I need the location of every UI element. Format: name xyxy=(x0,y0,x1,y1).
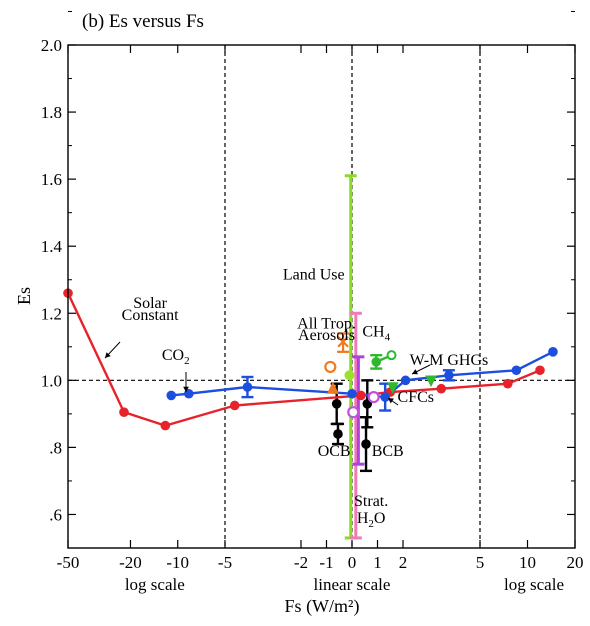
annotation: H2O xyxy=(357,510,386,530)
annotation-subscript: 2 xyxy=(184,355,190,367)
chart-title: (b) Es versus Fs xyxy=(82,11,204,32)
annotation-text: W-M GHGs xyxy=(410,352,489,369)
axes: .6.81.01.21.41.61.82.0-50 -20 -10 -5 -2 -1 0 1 2… xyxy=(41,10,584,594)
annotation: CH4 xyxy=(362,324,390,344)
x-tick-label: -10 xyxy=(166,553,189,572)
annotation-text: Constant xyxy=(122,307,179,324)
arrow-co2-head xyxy=(183,386,189,392)
data-point xyxy=(344,370,355,381)
x-tick-label: 20 xyxy=(567,553,584,572)
data-points xyxy=(63,288,558,449)
x-tick-label: -1 xyxy=(319,553,333,572)
data-point xyxy=(502,378,513,389)
data-point xyxy=(331,399,342,409)
annotation: W-M GHGs xyxy=(410,352,489,369)
y-axis-label: Es xyxy=(14,287,34,305)
arrow-cfcs-head xyxy=(388,398,394,404)
annotation: CO2 xyxy=(162,347,190,367)
plot-frame xyxy=(67,44,576,549)
data-point xyxy=(386,350,397,361)
annotation-text: Solar xyxy=(133,295,167,312)
annotation: BCB xyxy=(372,443,404,460)
x-tick-label: -50 xyxy=(57,553,80,572)
x-tick-label: 2 xyxy=(399,553,408,572)
reference-lines xyxy=(68,45,575,548)
annotation: OCB xyxy=(318,443,351,460)
annotation: CFCs xyxy=(398,389,434,406)
y-tick-label: 1.0 xyxy=(41,371,62,390)
x-axis-label: Fs (W/m²) xyxy=(285,596,360,617)
data-point xyxy=(160,420,171,431)
x-tick-label: 0 xyxy=(348,553,357,572)
data-point xyxy=(242,382,253,392)
y-tick-label: .8 xyxy=(49,438,62,457)
x-tick-label: -20 xyxy=(119,553,142,572)
annotation-text: Aerosols xyxy=(298,327,355,344)
arrow-solar-constant-head xyxy=(105,352,111,358)
data-point xyxy=(548,347,558,357)
annotation-text: CFCs xyxy=(398,389,434,406)
annotation-text-after: O xyxy=(374,510,386,527)
data-point xyxy=(229,400,240,411)
data-point xyxy=(367,391,380,404)
annotation-text: BCB xyxy=(372,443,404,460)
x-scale-label: log scale xyxy=(504,575,564,594)
annotation: Constant xyxy=(122,307,179,324)
data-point xyxy=(333,429,343,439)
data-point xyxy=(324,360,337,374)
x-tick-label: -2 xyxy=(294,553,308,572)
arrow-wm-ghgs-head xyxy=(412,369,418,375)
annotation-text: OCB xyxy=(318,443,351,460)
data-point xyxy=(119,407,129,417)
annotation: Land Use xyxy=(283,267,345,284)
x-tick-label: 1 xyxy=(373,553,382,572)
x-tick-label: -5 xyxy=(218,553,232,572)
annotation: Solar xyxy=(133,295,167,312)
data-point xyxy=(436,383,447,394)
data-point xyxy=(361,439,371,449)
annotation-text: CH xyxy=(362,324,385,341)
annotation-subscript: 2 xyxy=(368,518,374,530)
data-point xyxy=(347,406,360,419)
x-scale-label: linear scale xyxy=(314,575,391,594)
data-point xyxy=(337,335,349,348)
x-scale-label: log scale xyxy=(125,575,185,594)
data-point xyxy=(511,365,522,376)
data-point xyxy=(356,390,366,401)
data-point xyxy=(425,375,437,388)
annotation-text: Land Use xyxy=(283,267,345,284)
data-point xyxy=(347,388,357,399)
annotation-text: H xyxy=(357,510,369,527)
annotation-text: CO xyxy=(162,347,184,364)
y-tick-label: 2.0 xyxy=(41,36,62,55)
annotation: All Trop. xyxy=(297,315,356,332)
x-tick-label: 10 xyxy=(519,553,536,572)
annotation-subscript: 4 xyxy=(385,332,391,344)
data-point xyxy=(444,370,454,381)
series-line xyxy=(171,350,554,399)
y-tick-label: 1.8 xyxy=(41,103,62,122)
y-tick-label: 1.6 xyxy=(41,170,62,189)
x-tick-label: 5 xyxy=(476,553,485,572)
data-point xyxy=(380,392,390,402)
y-tick-label: .6 xyxy=(49,505,62,524)
data-point xyxy=(371,357,382,367)
annotation: Aerosols xyxy=(298,327,355,344)
annotation: Strat. xyxy=(354,493,388,510)
y-tick-label: 1.2 xyxy=(41,304,62,323)
data-point xyxy=(535,365,545,376)
y-tick-label: 1.4 xyxy=(41,237,63,256)
annotation-text: All Trop. xyxy=(297,315,356,332)
data-point xyxy=(326,381,339,394)
annotation-text: Strat. xyxy=(354,493,388,510)
data-point xyxy=(166,390,177,401)
data-point xyxy=(386,382,399,394)
data-point xyxy=(400,375,411,386)
